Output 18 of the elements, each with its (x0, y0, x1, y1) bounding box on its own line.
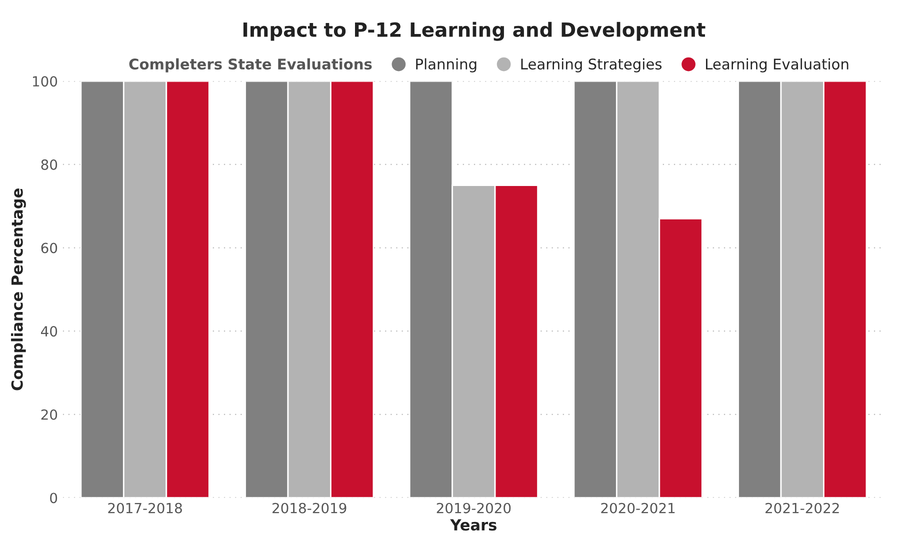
x-tick-label: 2018-2019 (272, 502, 346, 514)
y-tick-label: 100 (33, 76, 58, 87)
x-tick-label: 2019-2020 (436, 502, 511, 514)
y-axis-title: Compliance Percentage (11, 188, 26, 390)
x-tick-label: 2021-2022 (766, 502, 839, 514)
y-tick-label: 80 (41, 159, 58, 170)
legend-label: Planning (416, 58, 476, 72)
legend-title: Completers State Evaluations (129, 58, 372, 72)
x-tick-label: 2017-2018 (108, 502, 182, 514)
x-axis-title: Years (450, 519, 496, 531)
x-tick-label: 2020-2021 (601, 502, 675, 514)
y-tick-label: 20 (41, 409, 58, 420)
legend-label: Learning Evaluation (706, 58, 848, 72)
chart-title: Impact to P-12 Learning and Development (243, 22, 706, 41)
y-tick-label: 0 (50, 492, 58, 504)
y-tick-label: 40 (41, 326, 58, 337)
y-tick-label: 60 (41, 242, 58, 254)
legend-label: Learning Strategies (521, 58, 662, 72)
